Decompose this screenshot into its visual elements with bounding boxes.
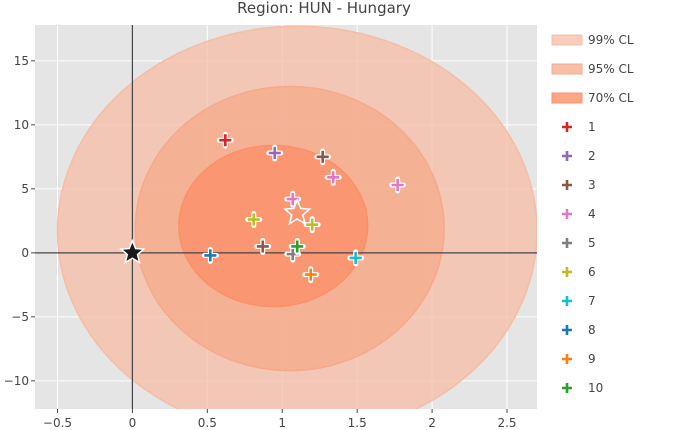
point-series-3-1 (254, 237, 272, 255)
legend-item-7: 7 (562, 294, 596, 308)
legend-label: 5 (588, 236, 596, 250)
data-points (119, 131, 407, 284)
x-tick-label-6: 2.5 (497, 416, 516, 430)
legend-label: 1 (588, 120, 596, 134)
x-tick-label-4: 1.5 (348, 416, 367, 430)
x-tick-label-0: −0.5 (43, 416, 72, 430)
confidence-regions (56, 25, 537, 409)
reference-star (119, 238, 146, 265)
legend-swatch (551, 34, 583, 46)
x-tick-label-5: 2 (428, 416, 436, 430)
legend-label: 2 (588, 149, 596, 163)
y-tick-label-0: −10 (4, 374, 29, 388)
y-tick-label-2: 0 (21, 246, 29, 260)
mean-star (282, 198, 312, 226)
legend-label: 99% CL (588, 33, 634, 47)
legend-item-10: 10 (562, 381, 603, 395)
legend-item-5: 5 (562, 236, 596, 250)
x-tick-label-1: 0 (129, 416, 137, 430)
legend-marker (562, 209, 572, 219)
point-series-7-0 (347, 249, 365, 267)
y-axis-ticks: −10 −5 0 5 10 15 (4, 54, 35, 388)
legend-label: 6 (588, 265, 596, 279)
legend-marker (562, 354, 572, 364)
legend-label: 70% CL (588, 91, 634, 105)
legend: 99% CL 95% CL 70% CL 1 2 3 4 5 6 7 8 9 10 (551, 33, 634, 395)
y-tick-label-1: −5 (11, 310, 29, 324)
point-series-10-0 (288, 237, 306, 255)
point-series-2-0 (266, 144, 284, 162)
point-series-4-1 (389, 176, 407, 194)
legend-marker (562, 267, 572, 277)
legend-marker (562, 383, 572, 393)
point-series-4-0 (324, 168, 342, 186)
y-tick-label-3: 5 (21, 182, 29, 196)
x-axis-ticks: −0.5 0 0.5 1 1.5 2 2.5 (43, 409, 517, 430)
point-series-9-0 (302, 266, 320, 284)
point-series-1-0 (216, 131, 234, 149)
legend-item-3: 3 (562, 178, 596, 192)
legend-item-region-2: 70% CL (551, 91, 634, 105)
legend-item-1: 1 (562, 120, 596, 134)
legend-item-region-1: 95% CL (551, 62, 634, 76)
legend-item-9: 9 (562, 352, 596, 366)
point-series-3-0 (314, 148, 332, 166)
x-tick-label-3: 1 (278, 416, 286, 430)
point-series-6-1 (303, 216, 321, 234)
chart-title: Region: HUN - Hungary (237, 0, 411, 17)
legend-label: 7 (588, 294, 596, 308)
legend-label: 10 (588, 381, 603, 395)
legend-label: 3 (588, 178, 596, 192)
legend-marker (562, 122, 572, 132)
legend-label: 8 (588, 323, 596, 337)
legend-item-6: 6 (562, 265, 596, 279)
legend-item-4: 4 (562, 207, 596, 221)
legend-label: 95% CL (588, 62, 634, 76)
y-tick-label-5: 15 (14, 54, 29, 68)
legend-label: 4 (588, 207, 596, 221)
legend-marker (562, 238, 572, 248)
legend-swatch (551, 63, 583, 75)
legend-marker (562, 180, 572, 190)
legend-marker (562, 296, 572, 306)
legend-item-2: 2 (562, 149, 596, 163)
legend-label: 9 (588, 352, 596, 366)
legend-item-region-0: 99% CL (551, 33, 634, 47)
legend-marker (562, 325, 572, 335)
point-series-8-0 (201, 246, 219, 264)
point-series-6-0 (245, 211, 263, 229)
legend-marker (562, 151, 572, 161)
confidence-region-2 (178, 144, 369, 308)
legend-item-8: 8 (562, 323, 596, 337)
point-series-4-2 (284, 190, 302, 208)
legend-swatch (551, 92, 583, 104)
y-tick-label-4: 10 (14, 118, 29, 132)
x-tick-label-2: 0.5 (198, 416, 217, 430)
